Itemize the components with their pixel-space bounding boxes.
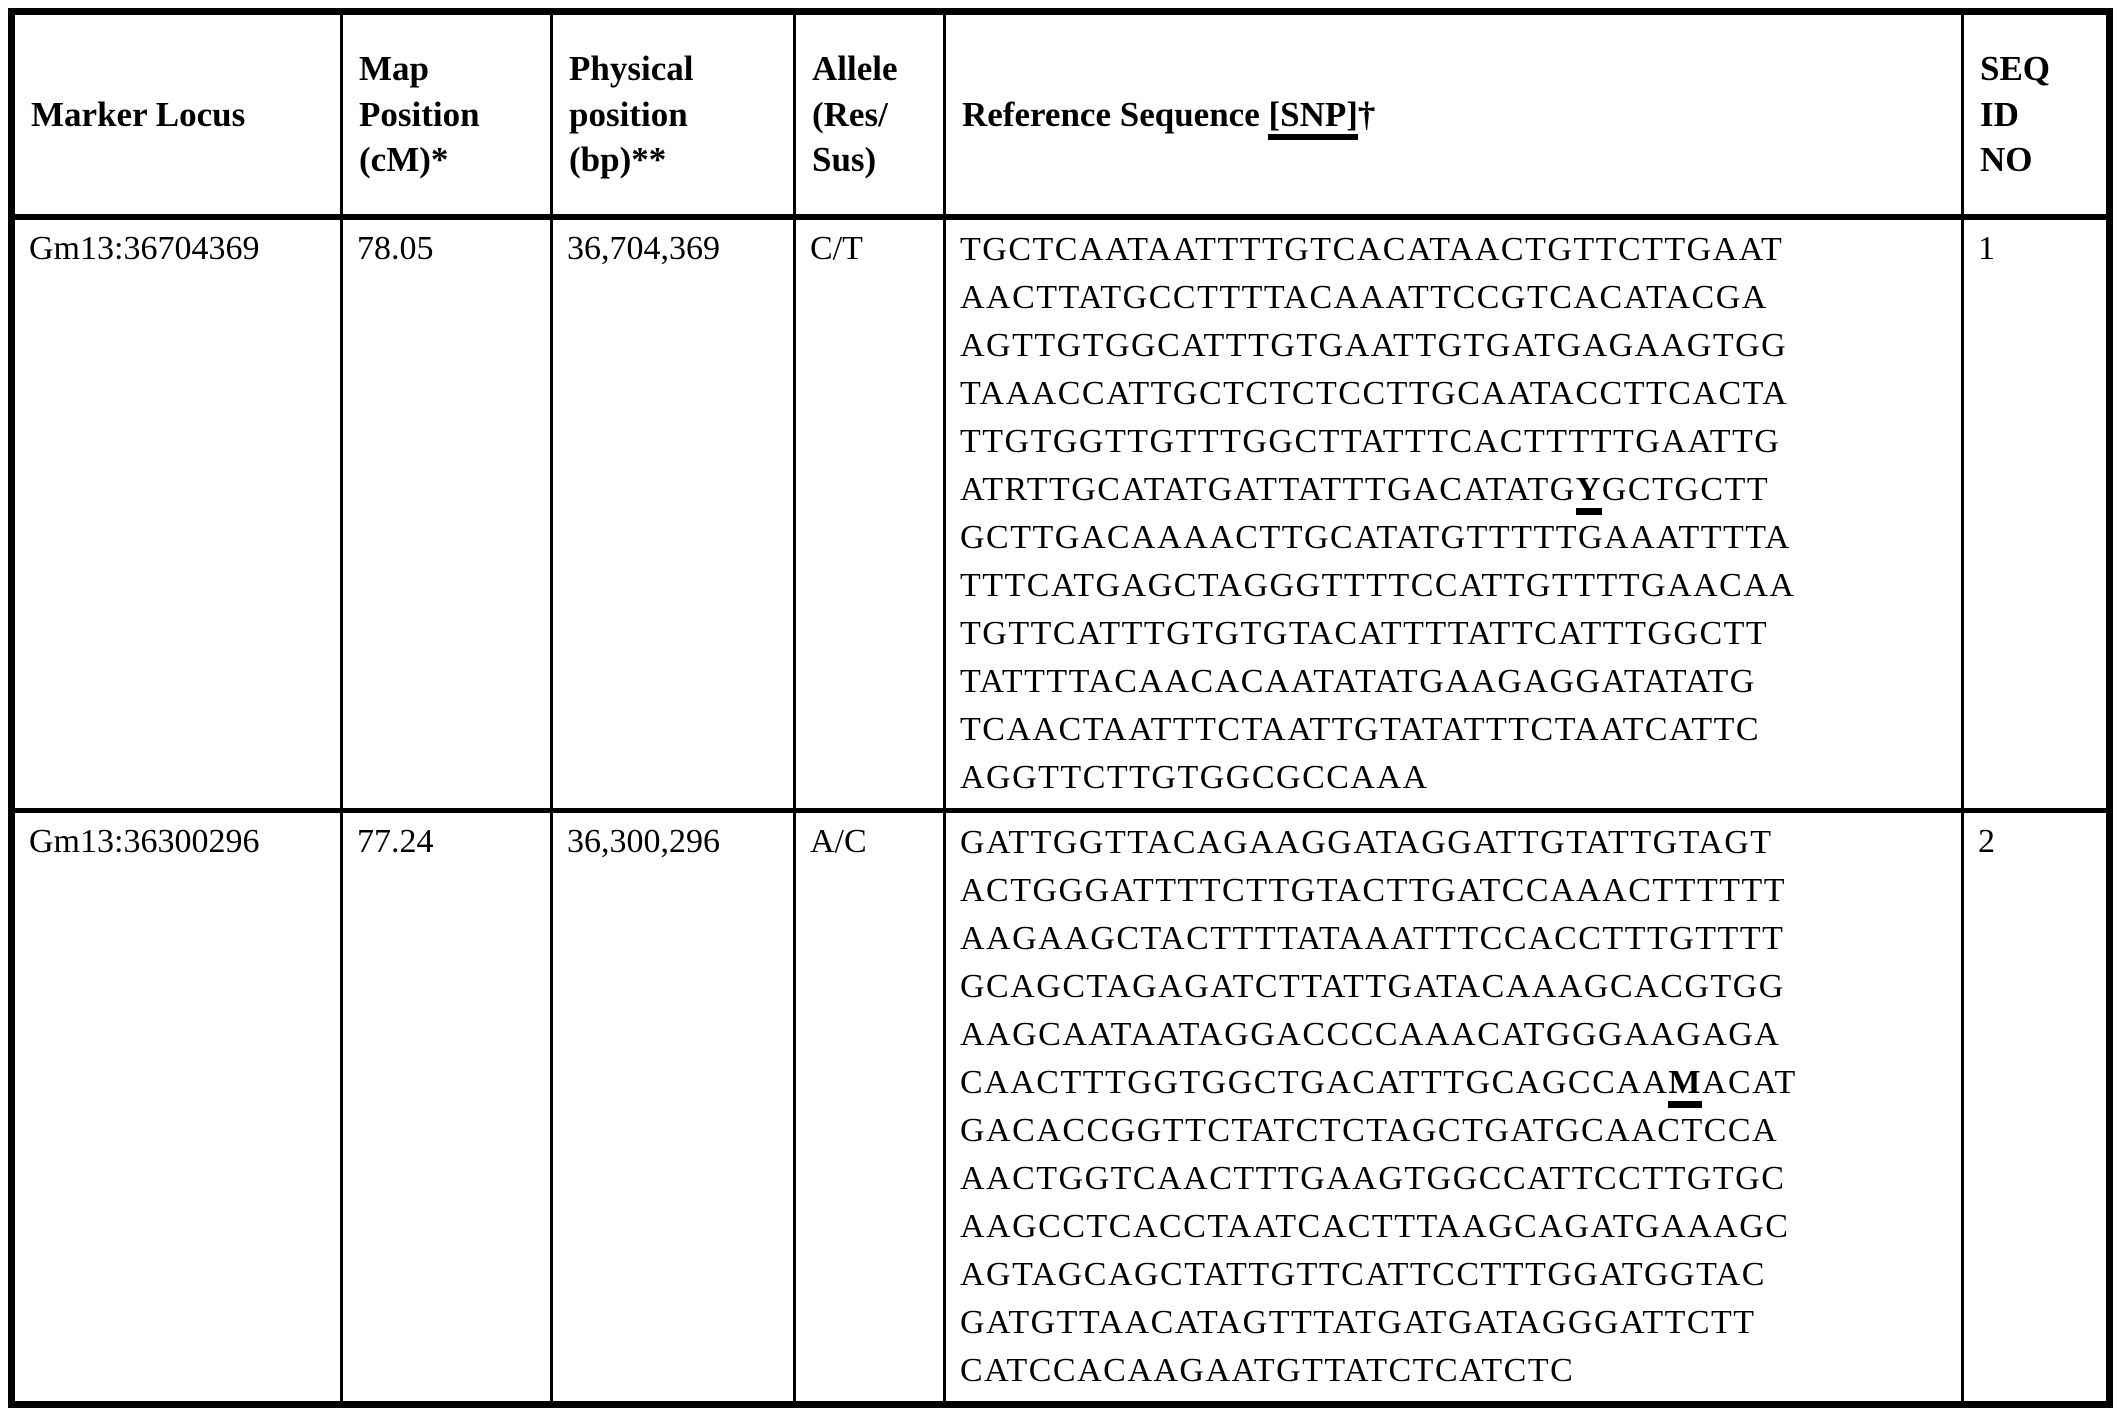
dna-sequence: TGCTCAATAATTTTGTCACATAACTGTTCTTGAAT AACT…	[960, 226, 1953, 802]
table-row: Gm13:36300296 77.24 36,300,296 A/C GATTG…	[10, 808, 2111, 1406]
snp-code: M	[1668, 1063, 1702, 1108]
col-header-physical-position: Physical position (bp)**	[550, 10, 796, 220]
cell-marker-locus: Gm13:36704369	[10, 215, 343, 813]
cell-physical-position: 36,704,369	[550, 215, 796, 813]
snp-bracketed-label: [SNP]	[1268, 94, 1358, 140]
cell-reference-sequence: TGCTCAATAATTTTGTCACATAACTGTTCTTGAAT AACT…	[943, 215, 1964, 813]
cell-allele: C/T	[793, 215, 946, 813]
dagger-footnote-mark: †	[1357, 94, 1376, 134]
cell-map-position: 78.05	[340, 215, 553, 813]
col-header-reference-sequence: Reference Sequence [SNP]†	[943, 10, 1964, 220]
col-header-marker-locus: Marker Locus	[10, 10, 343, 220]
table-body: Gm13:36704369 78.05 36,704,369 C/T TGCTC…	[10, 215, 2111, 1406]
sequence-after-snp: ACAT GACACCGGTTCTATCTCTAGCTGATGCAACTCCA …	[960, 1063, 1797, 1389]
col-header-map-position: Map Position (cM)*	[340, 10, 553, 220]
col-header-allele: Allele (Res/ Sus)	[793, 10, 946, 220]
sequence-before-snp: TGCTCAATAATTTTGTCACATAACTGTTCTTGAAT AACT…	[960, 230, 1789, 508]
reference-sequence-label-prefix: Reference Sequence	[962, 94, 1269, 134]
table-row: Gm13:36704369 78.05 36,704,369 C/T TGCTC…	[10, 215, 2111, 813]
cell-seq-id-no: 1	[1961, 215, 2111, 813]
cell-physical-position: 36,300,296	[550, 808, 796, 1406]
sequence-before-snp: GATTGGTTACAGAAGGATAGGATTGTATTGTAGT ACTGG…	[960, 823, 1787, 1101]
sequence-after-snp: GCTGCTT GCTTGACAAAACTTGCATATGTTTTTGAAATT…	[960, 470, 1796, 796]
col-header-seq-id-no: SEQ ID NO	[1961, 10, 2111, 220]
header-row: Marker Locus Map Position (cM)* Physical…	[10, 10, 2111, 220]
cell-seq-id-no: 2	[1961, 808, 2111, 1406]
table-header: Marker Locus Map Position (cM)* Physical…	[10, 10, 2111, 220]
markers-table: Marker Locus Map Position (cM)* Physical…	[8, 8, 2113, 1408]
cell-map-position: 77.24	[340, 808, 553, 1406]
cell-allele: A/C	[793, 808, 946, 1406]
cell-marker-locus: Gm13:36300296	[10, 808, 343, 1406]
snp-code: Y	[1575, 470, 1602, 515]
dna-sequence: GATTGGTTACAGAAGGATAGGATTGTATTGTAGT ACTGG…	[960, 819, 1953, 1395]
cell-reference-sequence: GATTGGTTACAGAAGGATAGGATTGTATTGTAGT ACTGG…	[943, 808, 1964, 1406]
